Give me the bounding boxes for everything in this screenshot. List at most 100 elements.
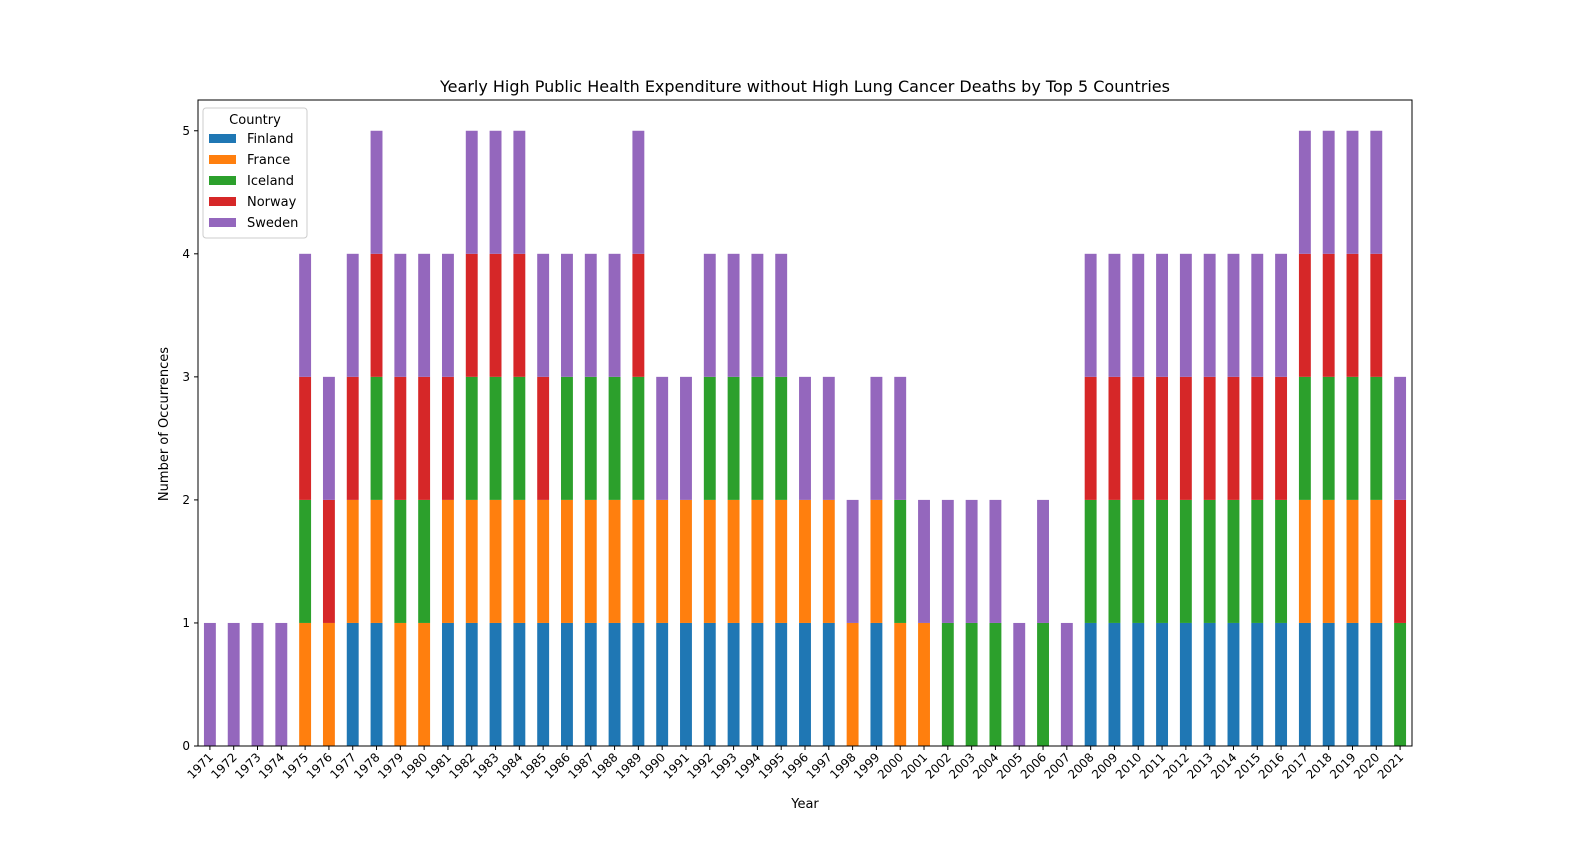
bar-sweden-1972 [227, 622, 240, 746]
bar-sweden-2010 [1132, 253, 1145, 377]
x-tick-label: 1999 [851, 750, 882, 781]
bar-sweden-2007 [1060, 622, 1073, 746]
bar-france-1976 [322, 622, 335, 746]
bar-sweden-1977 [346, 253, 359, 377]
bar-france-2018 [1322, 499, 1335, 623]
bar-france-2019 [1346, 499, 1359, 623]
bar-france-1989 [632, 499, 645, 623]
bar-iceland-1984 [513, 376, 526, 500]
bar-norway-1978 [370, 253, 383, 377]
x-tick-label: 2000 [875, 750, 906, 781]
bar-france-2020 [1370, 499, 1383, 623]
bar-iceland-1982 [465, 376, 478, 500]
bar-sweden-2013 [1203, 253, 1216, 377]
bar-finland-2014 [1227, 622, 1240, 746]
x-tick-label: 1989 [613, 750, 644, 781]
bar-finland-1999 [870, 622, 883, 746]
bar-france-1991 [680, 499, 692, 623]
bar-france-1983 [489, 499, 502, 623]
x-axis-label: Year [790, 797, 819, 812]
bar-finland-1997 [822, 622, 835, 746]
bar-sweden-2021 [1394, 376, 1407, 500]
bar-norway-1977 [346, 376, 359, 500]
x-tick-label: 2016 [1256, 750, 1287, 781]
bar-norway-1985 [537, 376, 550, 500]
bar-france-1985 [537, 499, 550, 623]
bar-norway-2020 [1370, 253, 1383, 377]
bar-iceland-2020 [1370, 376, 1383, 500]
bar-sweden-2000 [894, 376, 907, 500]
x-tick-label: 1972 [208, 750, 239, 781]
bar-iceland-2002 [941, 622, 954, 746]
bar-norway-2015 [1251, 376, 1264, 500]
legend-swatch-finland [209, 134, 236, 143]
x-axis-ticks: 1971197219731974197519761977197819791980… [185, 746, 1406, 782]
bar-sweden-1988 [608, 253, 621, 377]
bar-norway-2017 [1298, 253, 1311, 377]
x-tick-label: 1978 [351, 750, 382, 781]
bar-iceland-2016 [1275, 499, 1288, 623]
plot-frame [197, 99, 1413, 747]
bar-sweden-1987 [584, 253, 597, 377]
bar-finland-2018 [1322, 622, 1335, 746]
bar-finland-2011 [1156, 622, 1169, 746]
bar-iceland-1978 [370, 376, 383, 500]
bar-iceland-2000 [894, 499, 907, 623]
bar-sweden-1979 [394, 253, 407, 377]
bar-sweden-2008 [1084, 253, 1097, 377]
bar-sweden-2018 [1322, 130, 1335, 254]
bar-norway-2021 [1394, 499, 1407, 623]
x-tick-label: 2008 [1065, 750, 1096, 781]
x-tick-label: 2011 [1137, 750, 1168, 781]
bar-finland-1994 [751, 622, 764, 746]
bar-norway-1979 [394, 376, 407, 500]
bar-norway-1975 [299, 376, 312, 500]
x-tick-label: 1993 [708, 750, 739, 781]
bar-sweden-2002 [941, 499, 954, 623]
bar-norway-2018 [1322, 253, 1335, 377]
x-tick-label: 1991 [661, 750, 692, 781]
x-tick-label: 2017 [1280, 750, 1311, 781]
bar-france-1980 [418, 622, 431, 746]
legend-label-finland: Finland [247, 132, 293, 147]
x-tick-label: 2004 [970, 750, 1001, 781]
legend-swatch-france [209, 155, 236, 164]
bar-finland-2013 [1203, 622, 1216, 746]
legend: Country Finland France Iceland Norway Sweden [202, 107, 308, 239]
bar-finland-1981 [441, 622, 454, 746]
bar-finland-1984 [513, 622, 526, 746]
bar-sweden-1974 [275, 622, 288, 746]
bar-norway-1984 [513, 253, 526, 377]
legend-label-france: France [247, 153, 290, 168]
bar-iceland-1993 [727, 376, 740, 500]
bar-france-1998 [846, 622, 859, 746]
x-tick-label: 1998 [827, 750, 858, 781]
bar-sweden-1997 [822, 376, 835, 500]
bar-finland-2008 [1084, 622, 1097, 746]
legend-label-sweden: Sweden [247, 216, 298, 231]
x-tick-label: 2007 [1041, 750, 1072, 781]
legend-label-norway: Norway [247, 195, 297, 210]
bar-iceland-2011 [1156, 499, 1169, 623]
bar-sweden-2011 [1156, 253, 1169, 377]
x-tick-label: 2001 [899, 750, 930, 781]
bar-france-1996 [799, 499, 811, 623]
bar-norway-2013 [1203, 376, 1216, 500]
bar-sweden-1985 [537, 253, 550, 377]
bar-finland-1996 [799, 622, 811, 746]
bar-sweden-1998 [846, 499, 859, 623]
chart-title: Yearly High Public Health Expenditure wi… [439, 77, 1170, 96]
bar-france-1995 [775, 499, 788, 623]
bar-sweden-2020 [1370, 130, 1383, 254]
x-tick-label: 2015 [1232, 750, 1263, 781]
bar-finland-1985 [537, 622, 550, 746]
bar-sweden-2004 [989, 499, 1002, 623]
bar-sweden-1990 [656, 376, 669, 500]
x-tick-label: 2013 [1184, 750, 1215, 781]
bar-iceland-1986 [561, 376, 573, 500]
bar-sweden-1976 [322, 376, 335, 500]
bar-iceland-2021 [1394, 622, 1407, 746]
bar-iceland-2004 [989, 622, 1002, 746]
x-tick-label: 1986 [542, 750, 573, 781]
bar-finland-2009 [1108, 622, 1121, 746]
